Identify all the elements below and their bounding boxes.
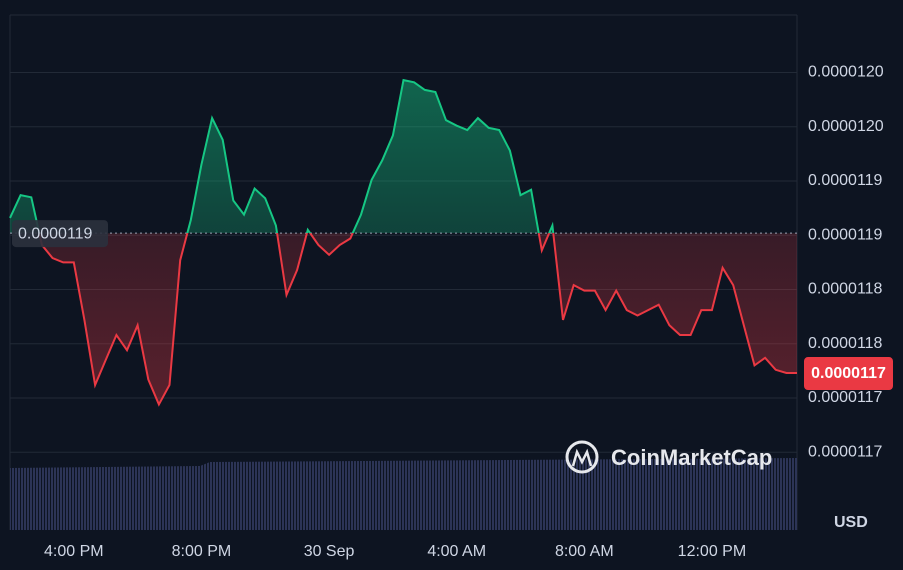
last-price-box (804, 357, 893, 391)
price-line-down (38, 233, 797, 407)
y-tick-label: 0.0000119 (808, 172, 883, 189)
watermark: CoinMarketCap (565, 440, 772, 474)
y-tick-label: 0.0000118 (808, 281, 883, 298)
area-up (10, 80, 797, 234)
x-tick-label: 4:00 PM (44, 543, 104, 560)
watermark-text: CoinMarketCap (611, 445, 772, 470)
last-price-label: 0.0000117 (811, 365, 886, 382)
y-tick-label: 0.0000118 (808, 335, 883, 352)
volume-area (10, 458, 797, 530)
y-tick-label: 0.0000120 (808, 118, 884, 135)
x-tick-label: 8:00 AM (555, 543, 614, 560)
currency-label: USD (834, 514, 868, 531)
y-tick-label: 0.0000117 (808, 443, 883, 460)
watermark-logo-mark (571, 448, 593, 467)
reference-label-box (12, 220, 108, 248)
watermark-logo (565, 440, 599, 474)
x-tick-label: 30 Sep (304, 543, 355, 560)
x-tick-label: 8:00 PM (172, 543, 232, 560)
y-tick-label: 0.0000119 (808, 226, 883, 243)
series (9, 78, 797, 407)
x-tick-label: 4:00 AM (427, 543, 486, 560)
labels: 0.0000120 0.0000120 0.0000119 0.0000119 0.00… (12, 64, 893, 560)
reference-label: 0.0000119 (18, 225, 93, 242)
y-tick-label: 0.0000117 (808, 389, 883, 406)
price-line-up (9, 78, 555, 234)
y-tick-label: 0.0000120 (808, 64, 884, 81)
area-down (39, 233, 797, 405)
x-tick-label: 12:00 PM (678, 543, 746, 560)
